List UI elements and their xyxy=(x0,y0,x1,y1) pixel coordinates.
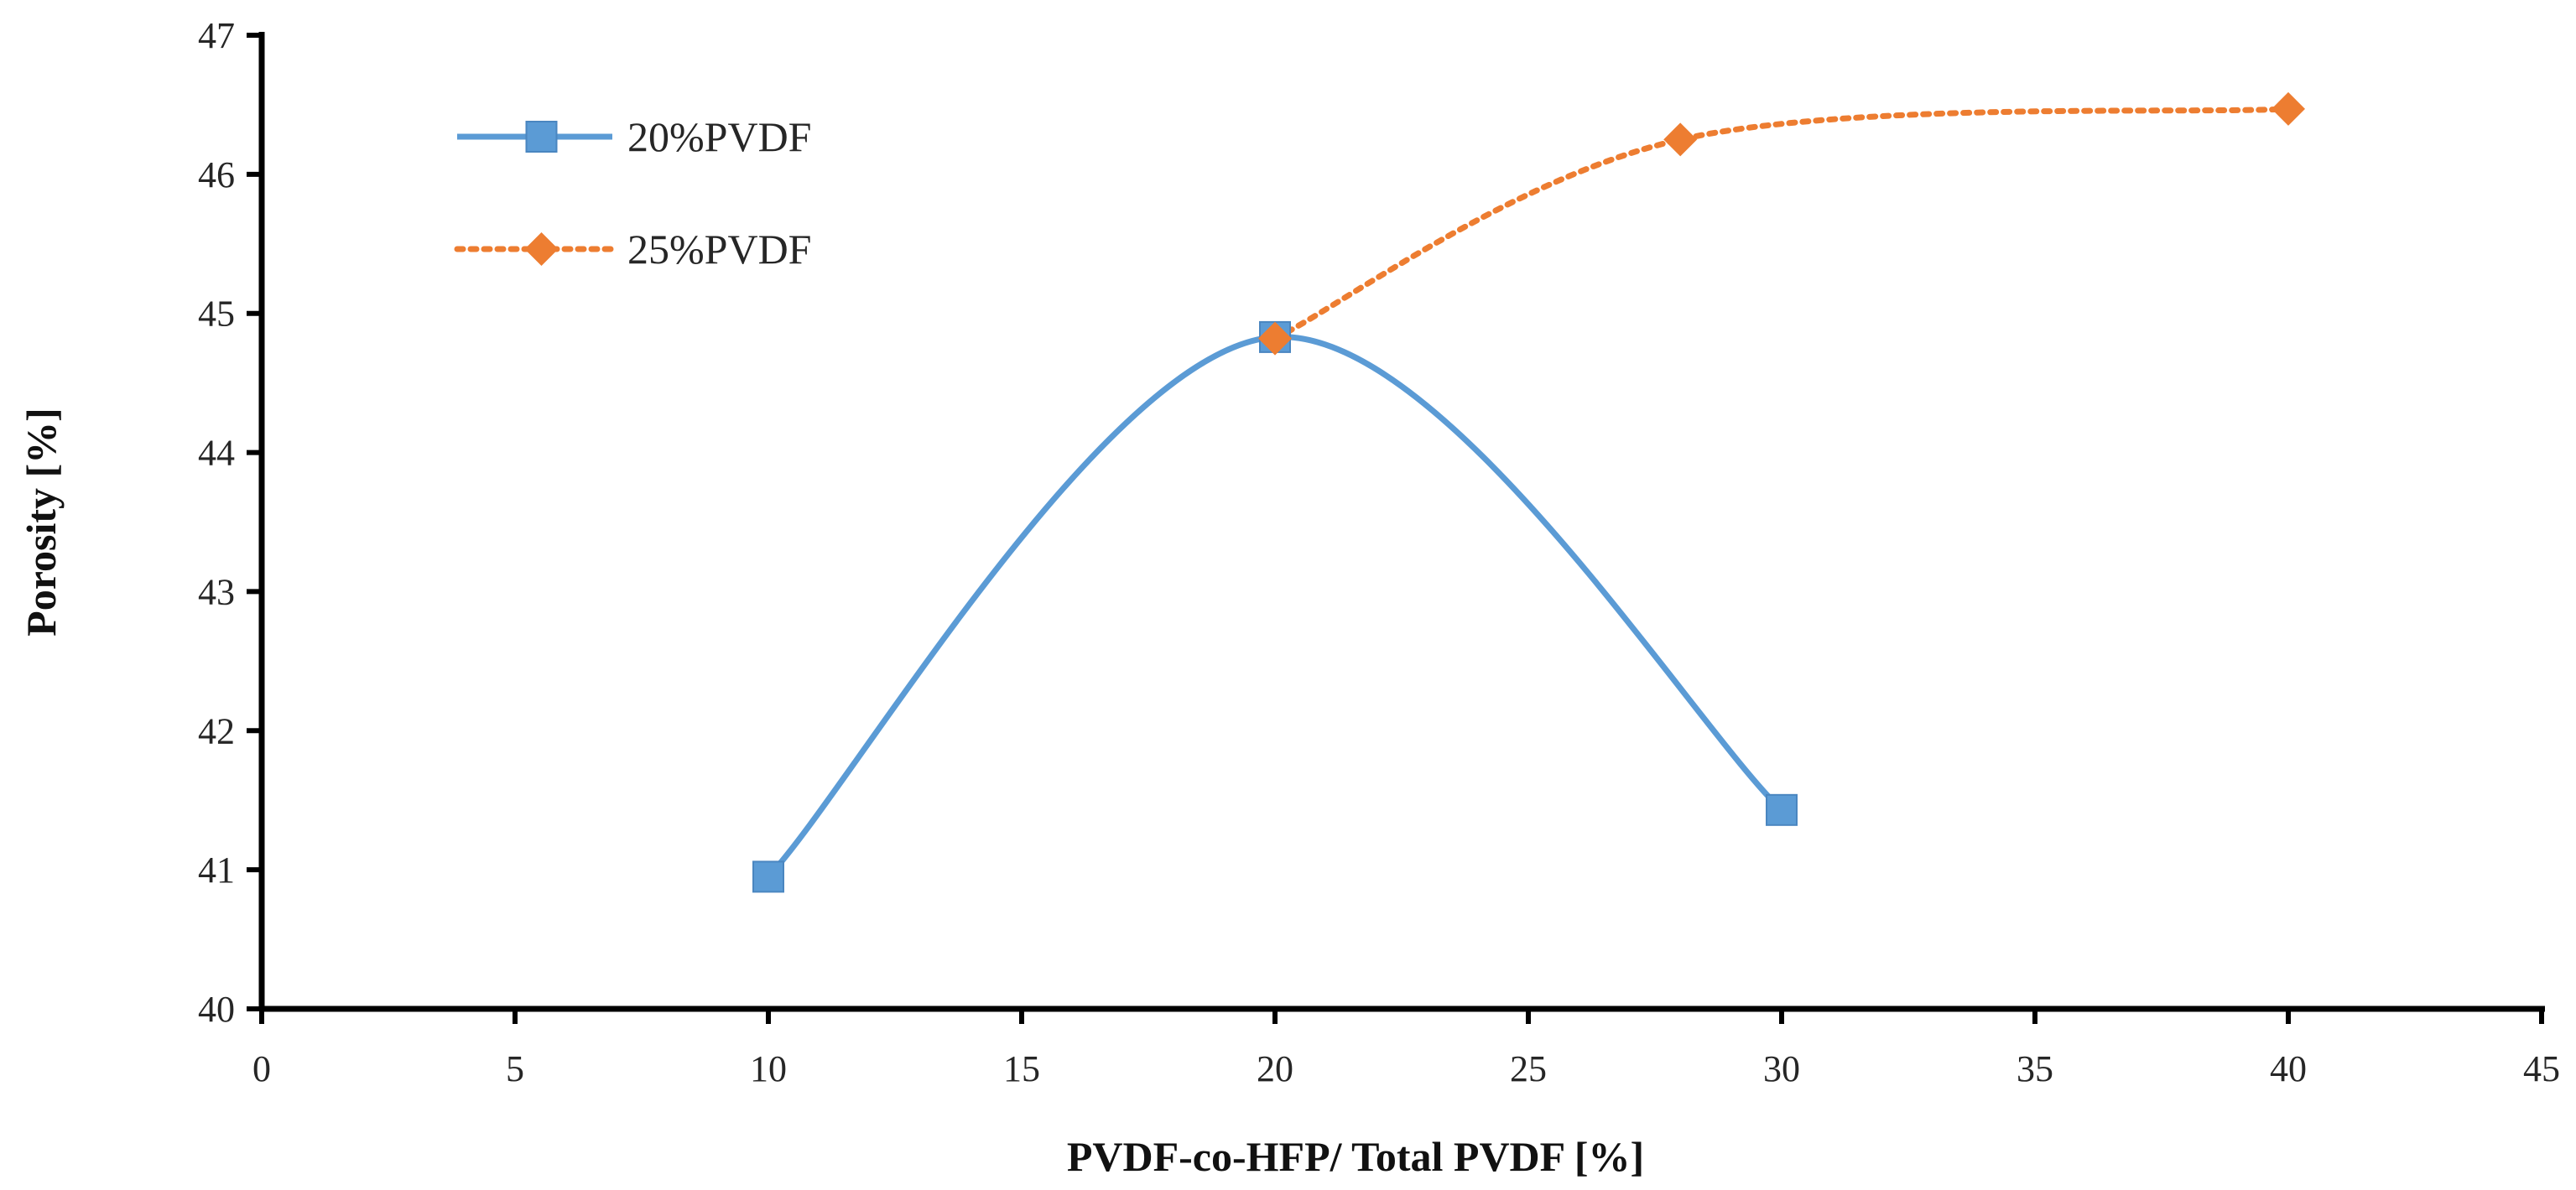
x-tick-label: 45 xyxy=(2523,1048,2560,1089)
legend: 20%PVDF 25%PVDF xyxy=(454,113,811,273)
legend-label-25-pvdf: 25%PVDF xyxy=(627,226,811,273)
x-tick-label: 5 xyxy=(506,1048,524,1089)
y-tick-label: 46 xyxy=(198,154,235,195)
x-axis-title: PVDF-co-HFP/ Total PVDF [%] xyxy=(1067,1133,1644,1180)
data-point-25-pvdf xyxy=(1258,321,1292,356)
series-line-20-pvdf xyxy=(766,334,1784,879)
legend-marker-20-pvdf xyxy=(525,121,558,153)
y-tick-label: 40 xyxy=(198,989,235,1030)
y-tick-label: 43 xyxy=(198,571,235,612)
axes-layer: 40 41 42 43 44 45 46 47 0 5 10 15 20 25 30 35 40 45 xyxy=(198,15,2560,1089)
y-axis-title: Porosity [%] xyxy=(18,408,65,637)
x-tick-label: 20 xyxy=(1257,1048,1293,1089)
data-point-20-pvdf xyxy=(1766,793,1798,826)
y-tick-label: 41 xyxy=(198,850,235,891)
x-tick-label: 15 xyxy=(1003,1048,1040,1089)
x-tick-label: 40 xyxy=(2270,1048,2307,1089)
y-tick-label: 42 xyxy=(198,710,235,751)
data-point-25-pvdf xyxy=(2272,91,2305,126)
data-point-20-pvdf xyxy=(752,860,784,893)
series-line-25-pvdf xyxy=(1272,106,2292,342)
y-tick-label: 47 xyxy=(198,15,235,56)
series-layer xyxy=(752,91,2305,893)
x-tick-label: 25 xyxy=(1510,1048,1547,1089)
x-tick-label: 35 xyxy=(2017,1048,2053,1089)
y-tick-label: 45 xyxy=(198,294,235,335)
y-tick-label: 44 xyxy=(198,433,235,474)
x-tick-label: 10 xyxy=(750,1048,787,1089)
x-tick-label: 30 xyxy=(1763,1048,1800,1089)
legend-label-20-pvdf: 20%PVDF xyxy=(627,113,811,160)
data-point-25-pvdf xyxy=(1663,122,1698,157)
legend-marker-25-pvdf xyxy=(524,232,559,266)
x-tick-label: 0 xyxy=(252,1048,271,1089)
